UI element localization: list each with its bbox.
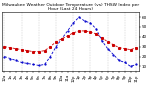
Text: Milwaukee Weather Outdoor Temperature (vs) THSW Index per Hour (Last 24 Hours): Milwaukee Weather Outdoor Temperature (v… xyxy=(2,3,139,11)
